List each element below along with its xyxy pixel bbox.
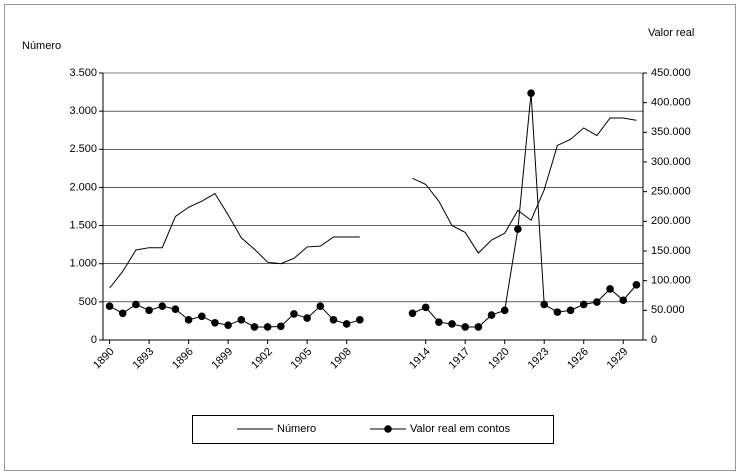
- data-point: [250, 323, 259, 331]
- data-point: [474, 323, 483, 331]
- data-point: [211, 318, 219, 327]
- x-tick-label: 1926: [565, 346, 591, 372]
- data-point: [356, 316, 364, 324]
- data-point: [448, 320, 456, 328]
- y-tick-label: 3.500: [69, 67, 97, 79]
- x-tick-label: 1929: [605, 346, 631, 372]
- data-point: [619, 296, 628, 305]
- y-tick-label: 1.500: [69, 219, 97, 231]
- y-tick-label: 2.500: [69, 143, 97, 155]
- y2-tick-label: 450.000: [651, 67, 691, 79]
- y2-tick-label: 200.000: [651, 215, 691, 227]
- data-point: [303, 314, 311, 322]
- data-point: [290, 310, 298, 318]
- right-axis-label: Valor real: [648, 27, 694, 39]
- data-point: [553, 308, 562, 316]
- data-point: [514, 225, 522, 233]
- data-point: [461, 323, 469, 331]
- data-point: [132, 300, 140, 309]
- data-point: [316, 302, 325, 310]
- legend-label: Valor real em contos: [410, 423, 511, 435]
- chart-frame: [4, 4, 736, 471]
- x-tick-label: 1893: [130, 346, 156, 372]
- data-point: [263, 323, 272, 331]
- x-tick-label: 1920: [486, 346, 512, 372]
- data-point: [158, 302, 167, 310]
- data-point: [224, 321, 232, 329]
- data-point: [145, 306, 153, 315]
- legend-label: Número: [277, 423, 316, 435]
- data-point: [184, 316, 193, 324]
- data-point: [408, 309, 417, 318]
- data-point: [487, 311, 496, 319]
- data-point: [579, 300, 588, 309]
- x-tick-label: 1902: [249, 346, 275, 372]
- data-point: [606, 285, 614, 293]
- y-tick-label: 1.000: [69, 258, 97, 270]
- y2-tick-label: 150.000: [651, 245, 691, 257]
- x-tick-label: 1896: [170, 346, 196, 372]
- legend-marker: [384, 425, 392, 433]
- data-point: [277, 322, 285, 331]
- left-axis-label: Número: [22, 40, 61, 52]
- data-point: [105, 302, 114, 310]
- data-point: [329, 316, 338, 324]
- x-tick-label: 1908: [328, 346, 354, 372]
- y2-tick-label: 350.000: [651, 126, 691, 138]
- data-point: [527, 89, 535, 97]
- y-tick-label: 500: [79, 296, 97, 308]
- series-line: [109, 117, 637, 289]
- data-point: [237, 316, 246, 324]
- x-tick-label: 1890: [91, 346, 117, 372]
- data-point: [540, 300, 549, 309]
- data-point: [197, 312, 206, 321]
- y2-tick-label: 400.000: [651, 97, 691, 109]
- x-tick-label: 1923: [526, 346, 552, 372]
- data-point: [435, 318, 443, 327]
- data-point: [171, 305, 180, 313]
- data-point: [342, 320, 351, 328]
- y2-tick-label: 100.000: [651, 275, 691, 287]
- y2-tick-label: 50.000: [651, 304, 685, 316]
- x-tick-label: 1899: [209, 346, 235, 372]
- data-point: [421, 303, 430, 312]
- y-tick-label: 2.000: [69, 181, 97, 193]
- y2-tick-label: 0: [651, 334, 657, 346]
- y2-tick-label: 250.000: [651, 186, 691, 198]
- x-tick-label: 1917: [447, 346, 473, 372]
- data-point: [632, 281, 641, 289]
- x-tick-label: 1905: [289, 346, 315, 372]
- series-line: [109, 93, 637, 328]
- x-tick-label: 1914: [407, 346, 433, 372]
- y-tick-label: 0: [91, 334, 97, 346]
- data-point: [500, 306, 509, 315]
- data-point: [118, 309, 127, 318]
- y-tick-label: 3.000: [69, 105, 97, 117]
- data-point: [593, 298, 601, 306]
- y2-tick-label: 300.000: [651, 156, 691, 168]
- data-point: [566, 306, 575, 315]
